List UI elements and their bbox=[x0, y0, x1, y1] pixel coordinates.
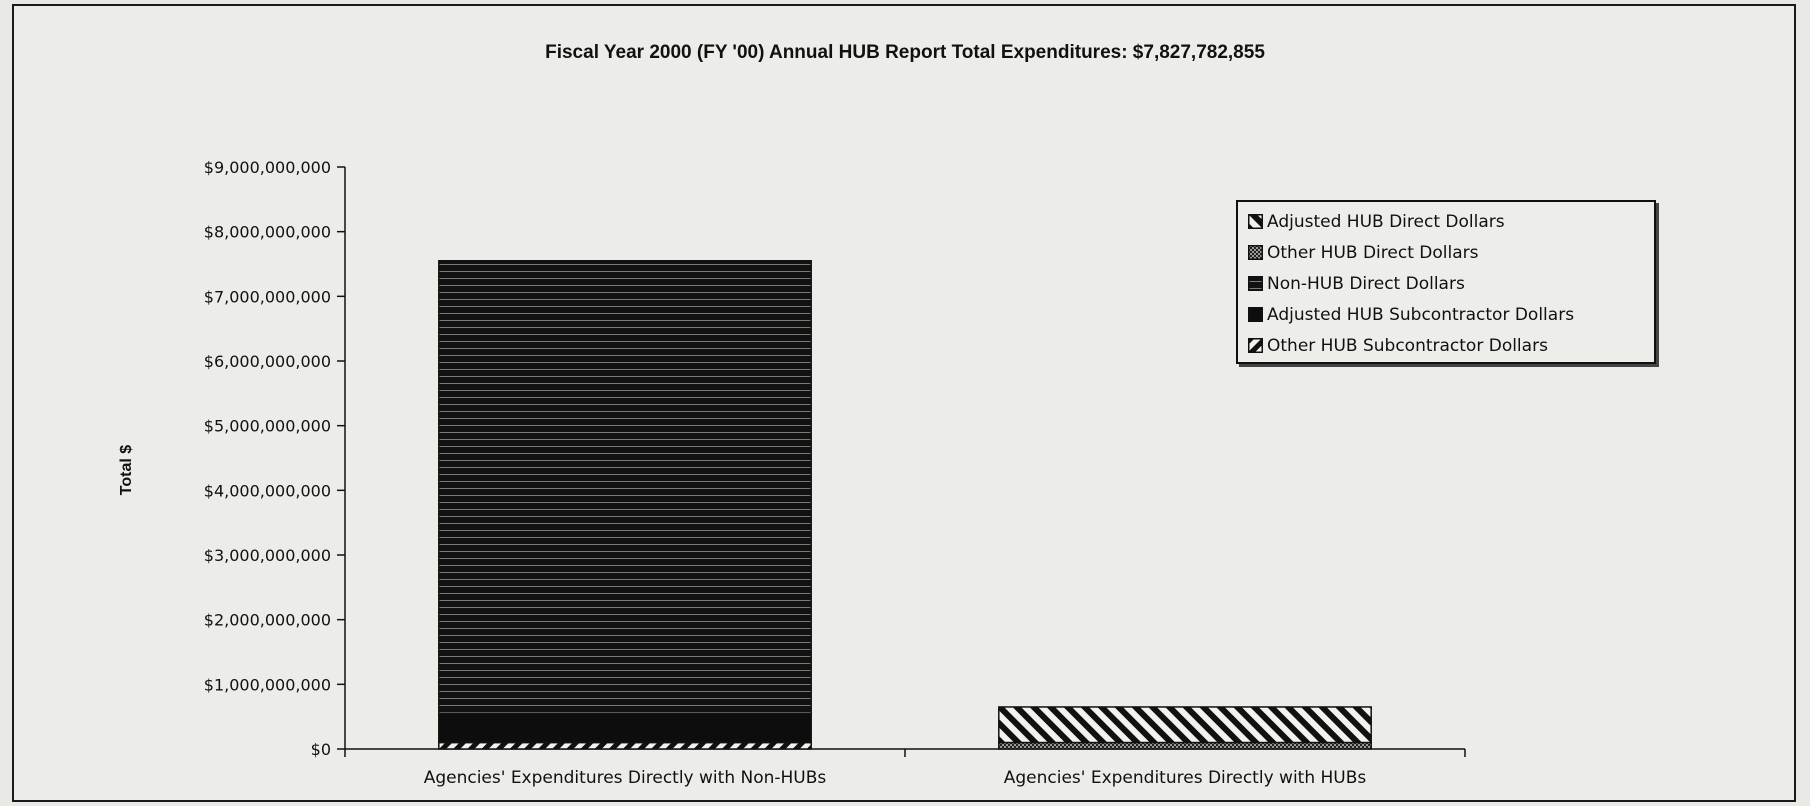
legend-item: Other HUB Direct Dollars bbox=[1248, 237, 1654, 268]
y-axis-label: Total $ bbox=[118, 444, 135, 496]
legend-swatch bbox=[1248, 245, 1263, 260]
y-tick-label: $7,000,000,000 bbox=[204, 287, 331, 306]
y-tick-label: $9,000,000,000 bbox=[204, 158, 331, 177]
bar-segment bbox=[998, 706, 1372, 744]
legend-swatch bbox=[1248, 338, 1263, 353]
legend-label: Other HUB Subcontractor Dollars bbox=[1267, 335, 1548, 356]
legend-item: Other HUB Subcontractor Dollars bbox=[1248, 330, 1654, 361]
chart-frame bbox=[12, 4, 1796, 802]
legend-swatch bbox=[1248, 307, 1263, 322]
x-category-label: Agencies' Expenditures Directly with HUB… bbox=[1004, 768, 1367, 788]
y-tick-label: $0 bbox=[311, 740, 331, 759]
chart-title: Fiscal Year 2000 (FY '00) Annual HUB Rep… bbox=[545, 42, 1265, 63]
legend-item: Adjusted HUB Direct Dollars bbox=[1248, 206, 1654, 237]
y-tick-label: $6,000,000,000 bbox=[204, 352, 331, 371]
legend-item: Non-HUB Direct Dollars bbox=[1248, 268, 1654, 299]
y-tick-label: $1,000,000,000 bbox=[204, 675, 331, 694]
bar-segment bbox=[438, 260, 812, 715]
bar-segment bbox=[438, 712, 812, 744]
legend-label: Non-HUB Direct Dollars bbox=[1267, 273, 1465, 294]
legend-swatch bbox=[1248, 214, 1263, 229]
legend-label: Adjusted HUB Direct Dollars bbox=[1267, 211, 1505, 232]
legend-label: Adjusted HUB Subcontractor Dollars bbox=[1267, 304, 1575, 325]
chart-legend: Adjusted HUB Direct Dollars Other HUB Dir… bbox=[1236, 200, 1656, 364]
y-tick-label: $8,000,000,000 bbox=[204, 223, 331, 242]
bar-segment bbox=[438, 741, 812, 750]
y-tick-label: $4,000,000,000 bbox=[204, 481, 331, 500]
legend-item: Adjusted HUB Subcontractor Dollars bbox=[1248, 299, 1654, 330]
legend-label: Other HUB Direct Dollars bbox=[1267, 242, 1479, 263]
x-category-label: Agencies' Expenditures Directly with Non… bbox=[424, 768, 827, 788]
legend-swatch bbox=[1248, 276, 1263, 291]
y-tick-label: $2,000,000,000 bbox=[204, 611, 331, 630]
y-tick-label: $3,000,000,000 bbox=[204, 546, 331, 565]
y-tick-label: $5,000,000,000 bbox=[204, 417, 331, 436]
bar-segment bbox=[998, 741, 1372, 750]
